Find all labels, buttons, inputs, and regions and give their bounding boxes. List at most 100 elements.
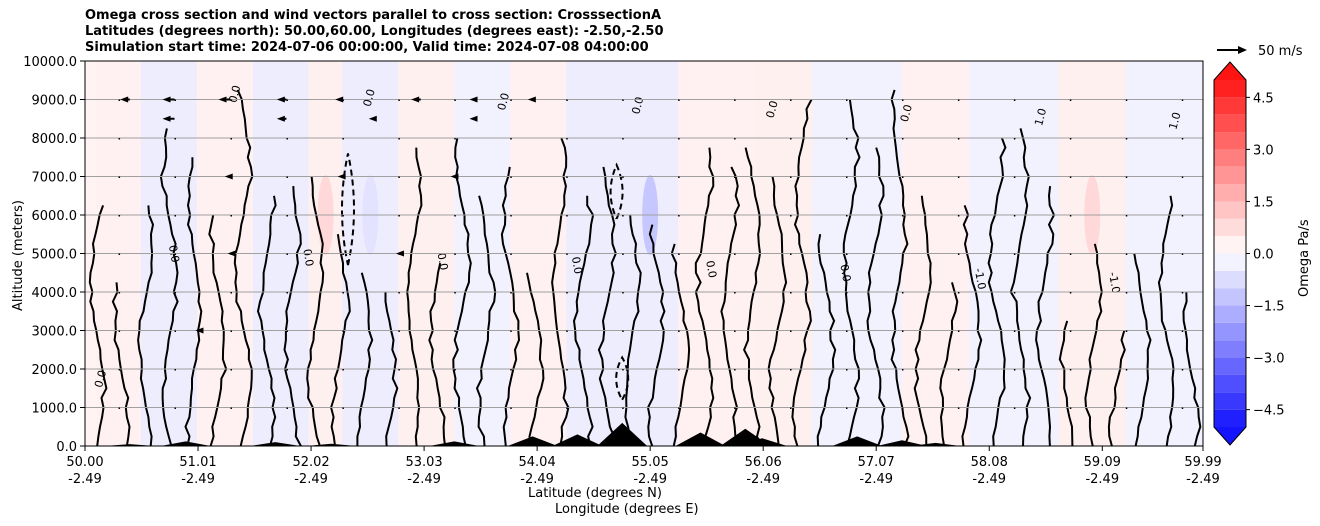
- wind-vector-dot: [342, 99, 344, 101]
- wind-vector-dot: [790, 215, 792, 217]
- colorbar-extend-max-icon: [1214, 62, 1246, 80]
- contour-line: [572, 195, 595, 447]
- omega-colorbar: 4.5 3.0 1.5 0.0 −1.5 −3.0 −4.5: [1213, 61, 1285, 446]
- wind-vector-dot: [1181, 176, 1184, 178]
- wind-vector-dot: [678, 292, 680, 294]
- wind-vector-dot: [1181, 138, 1184, 140]
- colorbar-segment: [1214, 305, 1246, 323]
- wind-vector-dot: [901, 99, 904, 101]
- chart-title-line-1: Omega cross section and wind vectors par…: [85, 8, 662, 23]
- wind-vector-dot: [566, 292, 568, 294]
- wind-vector-dot: [1125, 99, 1128, 101]
- wind-vector-dot: [342, 292, 344, 294]
- wind-vector-dot: [1069, 407, 1072, 409]
- wind-vector-dot: [622, 330, 624, 332]
- wind-vector-dot: [846, 253, 848, 255]
- x-axis-ticks: 50.00 -2.49 51.01 -2.49 52.02 -2.49 53.03 -2.49…: [66, 446, 1222, 487]
- wind-vector-dot: [454, 253, 456, 255]
- wind-vector-dot: [286, 215, 288, 217]
- wind-arrowhead-icon: [395, 250, 404, 257]
- colorbar-segment: [1214, 236, 1246, 254]
- wind-arrowhead-icon: [469, 96, 478, 103]
- wind-arrowhead-icon: [335, 96, 344, 103]
- wind-vector-dot: [286, 292, 288, 294]
- x-tick-lat-label: 52.02: [292, 455, 329, 470]
- wind-vector-dot: [734, 330, 736, 332]
- wind-vector-dot: [957, 292, 960, 294]
- wind-vector-dot: [454, 369, 456, 371]
- wind-vector-dot: [957, 215, 960, 217]
- wind-vector-dot: [622, 253, 624, 255]
- wind-vector-dot: [734, 292, 736, 294]
- contour-line: [88, 205, 108, 447]
- quiver-key-arrowhead-icon: [1238, 46, 1247, 54]
- y-axis-ticks: 0.0 1000.0 2000.0 3000.0 4000.0 5000.0 6000.0 7…: [23, 55, 85, 455]
- wind-vector-dot: [342, 407, 344, 409]
- wind-vector-dot: [734, 215, 736, 217]
- wind-arrowhead-icon: [162, 96, 171, 103]
- x-tick-lat-label: 51.01: [179, 455, 216, 470]
- wind-vector-dot: [510, 176, 512, 178]
- x-tick-lon-label: -2.49: [859, 472, 893, 487]
- contour-line: [330, 234, 351, 447]
- wind-vector-dot: [1013, 215, 1016, 217]
- wind-vector-dot: [957, 407, 960, 409]
- contour-label: 0.0: [703, 259, 719, 278]
- wind-vector-dot: [454, 99, 456, 101]
- wind-vector-dot: [174, 99, 177, 101]
- wind-vector-dot: [118, 292, 121, 294]
- wind-vector-dot: [566, 369, 568, 371]
- contour-line: [1107, 330, 1126, 447]
- wind-vector-dot: [790, 407, 792, 409]
- wind-vector-dot: [790, 292, 792, 294]
- wind-vector-dot: [230, 330, 232, 332]
- wind-vector-dot: [566, 176, 568, 178]
- wind-vector-dot: [1013, 99, 1016, 101]
- wind-vector-dot: [734, 253, 736, 255]
- wind-vector-dot: [1013, 292, 1016, 294]
- wind-vector-dot: [118, 138, 121, 140]
- wind-vector-dot: [286, 330, 288, 332]
- wind-vector-dot: [342, 215, 344, 217]
- contour-line: [767, 176, 788, 447]
- colorbar-extend-min-icon: [1214, 427, 1246, 445]
- colorbar-tick-label: −1.5: [1253, 300, 1285, 315]
- wind-vector-dot: [174, 369, 177, 371]
- wind-arrowhead-icon: [527, 96, 536, 103]
- terrain-fill: [85, 422, 1203, 446]
- colorbar-segment: [1214, 114, 1246, 133]
- colorbar-segment: [1214, 149, 1246, 167]
- contour-line: [842, 99, 861, 447]
- contour-line: [791, 99, 813, 447]
- y-tick-label: 5000.0: [32, 248, 78, 263]
- wind-vector-dot: [790, 369, 792, 371]
- wind-vector-dot: [957, 176, 960, 178]
- wind-vector-dot: [1013, 253, 1016, 255]
- colorbar-segment: [1214, 184, 1246, 202]
- wind-vector-dot: [846, 330, 848, 332]
- wind-vector-dot: [566, 215, 568, 217]
- quiver-key: 50 m/s: [1217, 44, 1303, 59]
- colorbar-segment: [1214, 80, 1246, 98]
- wind-vector-dot: [230, 407, 232, 409]
- wind-vector-dot: [342, 369, 344, 371]
- wind-vector-dot: [678, 215, 680, 217]
- wind-vector-dot: [174, 138, 177, 140]
- wind-arrowhead-icon: [276, 115, 285, 122]
- y-tick-label: 2000.0: [32, 363, 78, 378]
- wind-vector-dot: [1181, 253, 1184, 255]
- wind-vector-dot: [286, 176, 288, 178]
- wind-vector-dot: [342, 330, 344, 332]
- wind-vector-dot: [1125, 253, 1128, 255]
- x-tick-lat-label: 56.06: [745, 455, 782, 470]
- contour-line: [1058, 320, 1074, 447]
- wind-vector-dot: [1125, 292, 1128, 294]
- wind-vector-dot: [678, 369, 680, 371]
- wind-vector-dot: [846, 138, 848, 140]
- wind-vector-dot: [790, 176, 792, 178]
- y-tick-label: 10000.0: [23, 55, 77, 70]
- wind-vector-dot: [174, 176, 177, 178]
- wind-vector-dot: [622, 176, 624, 178]
- contour-line: [866, 147, 886, 447]
